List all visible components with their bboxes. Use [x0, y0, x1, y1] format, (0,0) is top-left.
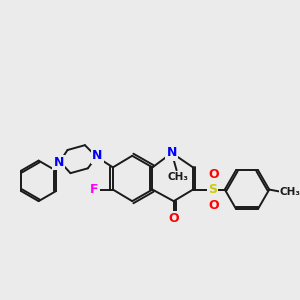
Text: N: N [54, 156, 64, 169]
Text: N: N [167, 146, 177, 159]
Text: F: F [90, 183, 99, 196]
Text: CH₃: CH₃ [280, 188, 300, 197]
Text: CH₃: CH₃ [167, 172, 188, 182]
Text: O: O [208, 199, 219, 212]
Text: N: N [92, 149, 103, 162]
Text: S: S [208, 183, 217, 196]
Text: O: O [208, 168, 219, 181]
Text: O: O [168, 212, 179, 225]
